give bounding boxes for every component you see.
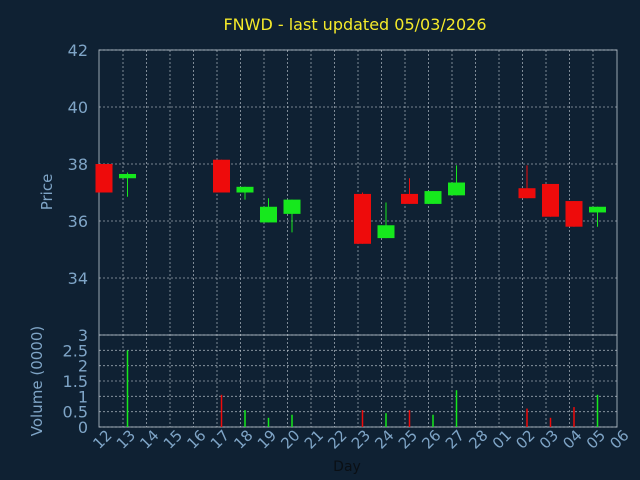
candle-body (283, 199, 301, 214)
candle (95, 164, 113, 193)
volume-tick-label: 1.5 (63, 372, 88, 391)
candle (260, 198, 277, 223)
x-tick-label: 14 (136, 426, 162, 452)
volume-bar (361, 410, 364, 427)
candle (213, 159, 230, 193)
candle-body (236, 186, 254, 193)
candle (377, 202, 395, 239)
volume-series (126, 350, 599, 427)
candle-body (377, 225, 395, 239)
volume-bar (385, 413, 387, 427)
x-tick-label: 21 (301, 426, 327, 452)
volume-tick-label: 3 (78, 326, 88, 345)
volume-bar (126, 350, 129, 427)
candle-body (542, 183, 559, 217)
x-tick-labels: 1213141516171819202122232425262728010203… (89, 426, 632, 452)
volume-bar (408, 410, 411, 427)
volume-bar (244, 410, 246, 427)
volume-tick-label: 0 (78, 418, 88, 437)
candle-body (401, 193, 418, 204)
candle-body (424, 191, 442, 204)
x-tick-label: 19 (254, 426, 280, 452)
x-tick-label: 27 (442, 426, 468, 452)
volume-bar (526, 408, 528, 427)
candle-body (95, 164, 113, 193)
candle (542, 183, 559, 217)
x-tick-label: 12 (89, 426, 115, 452)
volume-bar (432, 414, 434, 427)
volume-bar (549, 417, 552, 427)
x-tick-label: 20 (277, 426, 303, 452)
x-tick-label: 26 (418, 426, 444, 452)
candle (424, 191, 442, 204)
candlestick-series (95, 159, 606, 244)
candle-body (260, 206, 277, 223)
price-tick-label: 40 (68, 98, 88, 117)
x-axis-label: Day (333, 459, 361, 475)
volume-tick-label: 2 (78, 357, 88, 376)
volume-axis-label: Volume (0000) (28, 326, 46, 436)
volume-bar (573, 407, 575, 427)
x-tick-label: 25 (395, 426, 421, 452)
volume-y-ticks: 00.511.522.53 (63, 326, 88, 437)
volume-bar (291, 414, 293, 427)
price-axis-label: Price (38, 174, 56, 211)
candle-body (565, 201, 583, 227)
x-tick-label: 28 (465, 426, 491, 452)
candle-body (448, 182, 465, 196)
price-tick-label: 34 (68, 269, 88, 288)
candle (283, 199, 301, 233)
price-tick-label: 38 (68, 155, 88, 174)
x-tick-label: 15 (160, 426, 186, 452)
volume-tick-label: 1 (78, 387, 88, 406)
chart-title: FNWD - last updated 05/03/2026 (223, 15, 486, 34)
candle (401, 178, 418, 204)
x-tick-label: 22 (324, 426, 350, 452)
candle (589, 206, 606, 227)
price-tick-label: 42 (68, 41, 88, 60)
x-tick-label: 24 (371, 426, 397, 452)
candle-body (354, 193, 371, 244)
candle (354, 192, 371, 244)
price-tick-label: 36 (68, 212, 88, 231)
x-tick-label: 23 (348, 426, 374, 452)
x-tick-label: 02 (512, 426, 538, 452)
candle (119, 172, 136, 197)
volume-tick-label: 2.5 (63, 341, 88, 360)
candle-body (119, 173, 136, 179)
volume-tick-label: 0.5 (63, 403, 88, 422)
price-y-ticks: 34 36 38 40 42 (68, 41, 88, 288)
candle (565, 201, 583, 227)
volume-bar (220, 394, 223, 427)
volume-bar (455, 390, 458, 427)
x-tick-label: 05 (583, 426, 609, 452)
candle (518, 165, 536, 199)
price-plot-area (98, 49, 618, 336)
x-tick-label: 06 (606, 426, 632, 452)
candle-body (589, 206, 606, 213)
candle-body (213, 159, 230, 193)
candle-body (518, 188, 536, 199)
x-tick-label: 01 (489, 426, 515, 452)
x-tick-label: 16 (183, 426, 209, 452)
x-tick-label: 13 (113, 426, 139, 452)
x-tick-label: 17 (207, 426, 233, 452)
x-tick-label: 03 (536, 426, 562, 452)
volume-bar (596, 394, 599, 427)
volume-bar (267, 417, 270, 427)
candle (236, 186, 254, 200)
x-tick-label: 18 (230, 426, 256, 452)
x-tick-label: 04 (559, 426, 585, 452)
candle (448, 165, 465, 196)
grid-lines (99, 49, 617, 428)
